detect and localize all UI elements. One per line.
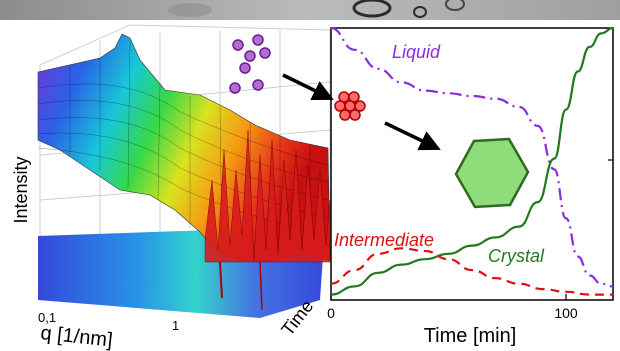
arrow-icon: [282, 73, 334, 101]
x-ticks: 0 100: [327, 159, 613, 321]
molecule-cluster-icon: [229, 34, 271, 94]
noisy-region: [204, 129, 331, 263]
micrograph-strip: [0, 0, 620, 20]
surface-plot: Intensity 0,1 1 q [1/nm] Time: [11, 24, 331, 351]
series-label-crystal: Crystal: [488, 246, 545, 266]
series-layer: [330, 26, 614, 296]
z-axis-label: Intensity: [11, 156, 31, 223]
x-tick-1: 1: [172, 318, 179, 333]
series-label-liquid: Liquid: [392, 42, 441, 62]
x-axis-label: q [1/nm]: [39, 322, 113, 351]
plot-frame: [330, 27, 614, 301]
transition-schematic: [229, 34, 530, 209]
x-tick-0: 0,1: [38, 310, 56, 325]
series-line-crystal: [330, 26, 614, 296]
series-line-liquid: [330, 26, 614, 288]
hexagon-crystal-icon: [454, 137, 530, 209]
x-tick-label-0: 0: [327, 305, 335, 321]
series-line-intermediate: [330, 247, 613, 296]
series-label-intermediate: Intermediate: [334, 230, 434, 250]
nucleus-cluster-icon: [334, 91, 366, 121]
x-tick-label-100: 100: [554, 305, 578, 321]
x-axis-title: Time [min]: [424, 325, 517, 347]
kinetics-chart: 0 100 Time [min] Liquid Crystal Intermed…: [327, 26, 614, 347]
arrow-icon: [384, 121, 441, 151]
